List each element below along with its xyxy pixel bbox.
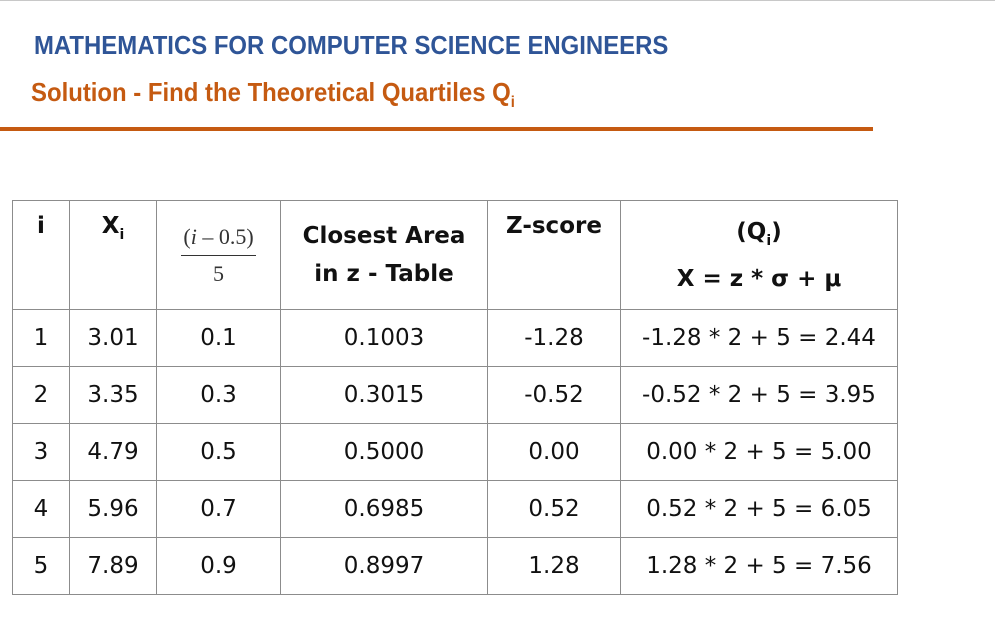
table-row: 4 5.96 0.7 0.6985 0.52 0.52 * 2 + 5 = 6.… bbox=[12, 480, 898, 538]
cell-z: 0.52 bbox=[487, 480, 621, 538]
header-qi-open: (Q bbox=[736, 218, 767, 245]
cell-area: 0.5000 bbox=[280, 423, 488, 481]
header-qi-line1: (Qi) bbox=[621, 213, 897, 260]
header-closest-area-line1: Closest Area bbox=[302, 223, 466, 249]
header-qi-sub: i bbox=[766, 232, 772, 249]
cell-q: 0.52 * 2 + 5 = 6.05 bbox=[620, 480, 898, 538]
page-title: MATHEMATICS FOR COMPUTER SCIENCE ENGINEE… bbox=[34, 30, 669, 60]
cell-i: 2 bbox=[12, 366, 70, 424]
cell-z: -1.28 bbox=[487, 309, 621, 367]
cell-i: 3 bbox=[12, 423, 70, 481]
page-subtitle: Solution - Find the Theoretical Quartile… bbox=[31, 77, 515, 112]
cell-xi: 4.79 bbox=[69, 423, 157, 481]
cell-area: 0.1003 bbox=[280, 309, 488, 367]
header-qi-line2: X = z * σ + μ bbox=[676, 265, 842, 292]
cell-p: 0.1 bbox=[156, 309, 281, 367]
cell-area: 0.6985 bbox=[280, 480, 488, 538]
subtitle-text: Solution - Find the Theoretical Quartile… bbox=[31, 77, 511, 107]
header-zscore: Z-score bbox=[487, 200, 621, 310]
table-header-row: i Xi (i – 0.5) 5 Closest Area in z - Tab… bbox=[12, 200, 898, 310]
header-closest-area-line2: in z - Table bbox=[314, 261, 454, 287]
header-qi: (Qi) X = z * σ + μ bbox=[620, 200, 898, 310]
cell-xi: 3.35 bbox=[69, 366, 157, 424]
table-row: 1 3.01 0.1 0.1003 -1.28 -1.28 * 2 + 5 = … bbox=[12, 309, 898, 367]
cell-q: 1.28 * 2 + 5 = 7.56 bbox=[620, 537, 898, 595]
cell-i: 1 bbox=[12, 309, 70, 367]
fraction-formula: (i – 0.5) 5 bbox=[181, 223, 256, 287]
subtitle-subscript: i bbox=[510, 94, 515, 111]
header-fraction: (i – 0.5) 5 bbox=[156, 200, 281, 310]
cell-z: 1.28 bbox=[487, 537, 621, 595]
title-underline bbox=[0, 127, 873, 131]
cell-q: -0.52 * 2 + 5 = 3.95 bbox=[620, 366, 898, 424]
cell-area: 0.3015 bbox=[280, 366, 488, 424]
cell-area: 0.8997 bbox=[280, 537, 488, 595]
quartiles-table: i Xi (i – 0.5) 5 Closest Area in z - Tab… bbox=[12, 200, 898, 595]
cell-i: 4 bbox=[12, 480, 70, 538]
cell-z: -0.52 bbox=[487, 366, 621, 424]
cell-xi: 5.96 bbox=[69, 480, 157, 538]
fraction-denominator: 5 bbox=[213, 260, 224, 286]
cell-xi: 3.01 bbox=[69, 309, 157, 367]
cell-z: 0.00 bbox=[487, 423, 621, 481]
table-row: 2 3.35 0.3 0.3015 -0.52 -0.52 * 2 + 5 = … bbox=[12, 366, 898, 424]
top-border-line bbox=[0, 0, 995, 1]
header-xi: Xi bbox=[69, 200, 157, 310]
header-xi-main: X bbox=[101, 213, 120, 239]
table-row: 5 7.89 0.9 0.8997 1.28 1.28 * 2 + 5 = 7.… bbox=[12, 537, 898, 595]
cell-p: 0.3 bbox=[156, 366, 281, 424]
header-qi-close: ) bbox=[771, 218, 782, 245]
cell-q: -1.28 * 2 + 5 = 2.44 bbox=[620, 309, 898, 367]
cell-p: 0.7 bbox=[156, 480, 281, 538]
header-xi-sub: i bbox=[119, 227, 125, 243]
cell-q: 0.00 * 2 + 5 = 5.00 bbox=[620, 423, 898, 481]
cell-p: 0.5 bbox=[156, 423, 281, 481]
header-i: i bbox=[12, 200, 70, 310]
fraction-numerator: (i – 0.5) bbox=[181, 223, 256, 256]
table-row: 3 4.79 0.5 0.5000 0.00 0.00 * 2 + 5 = 5.… bbox=[12, 423, 898, 481]
fraction-numerator-var: i bbox=[190, 224, 197, 249]
cell-p: 0.9 bbox=[156, 537, 281, 595]
header-closest-area: Closest Area in z - Table bbox=[280, 200, 488, 310]
cell-xi: 7.89 bbox=[69, 537, 157, 595]
fraction-numerator-rest: – 0.5 bbox=[196, 224, 247, 249]
cell-i: 5 bbox=[12, 537, 70, 595]
